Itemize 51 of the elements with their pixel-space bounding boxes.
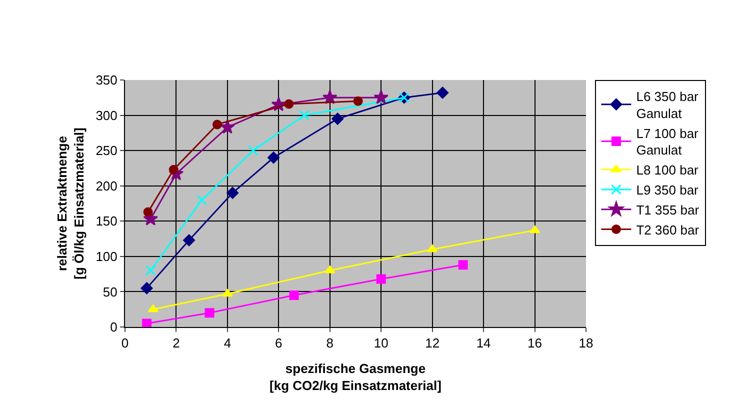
point: [299, 110, 310, 121]
point: [284, 99, 294, 109]
x-tick-label: 16: [528, 336, 542, 351]
point: [222, 289, 233, 297]
x-tick-label: 12: [425, 336, 440, 351]
x-axis-title: spezifische Gasmenge [kg CO2/kg Einsatzmaterial]: [270, 361, 442, 394]
legend-label: L9 350 bar: [636, 182, 700, 198]
legend-label: T1 355 bar: [636, 202, 700, 218]
point: [145, 265, 156, 276]
point: [322, 90, 338, 104]
y-tick-label: 250: [96, 143, 118, 158]
x-tick-label: 14: [476, 336, 491, 351]
x-tick-label: 18: [578, 336, 594, 351]
point: [458, 260, 468, 270]
y-tick-label: 300: [96, 108, 118, 123]
x-tick-label: 2: [172, 336, 180, 351]
point: [248, 145, 258, 156]
y-tick-label: 350: [96, 72, 118, 88]
point: [196, 194, 208, 206]
x-tick-label: 8: [326, 336, 334, 351]
legend-label: L6 350 bar Ganulat: [636, 89, 700, 121]
y-tick-label: 100: [96, 248, 118, 264]
x-tick-label: 6: [275, 336, 282, 351]
point: [183, 234, 195, 246]
y-tick-label: 0: [110, 320, 118, 335]
point: [212, 120, 222, 130]
point: [204, 308, 214, 318]
legend-label: L7 100 bar Ganulat: [636, 126, 700, 158]
point: [353, 96, 363, 106]
point: [289, 290, 299, 300]
point: [226, 186, 239, 199]
point: [324, 266, 336, 274]
point: [143, 207, 153, 217]
point: [376, 274, 386, 284]
x-tick-label: 0: [121, 336, 129, 351]
point: [268, 152, 280, 164]
legend-label: T2 360 bar: [636, 222, 700, 238]
point: [332, 112, 344, 125]
point: [168, 164, 178, 174]
y-tick-label: 150: [96, 214, 118, 229]
x-tick-label: 4: [224, 336, 232, 351]
y-tick-label: 200: [96, 178, 118, 194]
point: [436, 86, 449, 99]
point: [374, 90, 389, 104]
x-tick-label: 10: [374, 336, 388, 351]
point: [142, 318, 152, 327]
y-axis-title: relative Extraktmenge [g Öl/kg Einsatzmaterial]: [54, 128, 87, 280]
point: [220, 120, 235, 134]
legend-label: L8 100 bar: [636, 162, 700, 178]
point: [140, 282, 153, 294]
y-tick-label: 50: [102, 284, 118, 300]
